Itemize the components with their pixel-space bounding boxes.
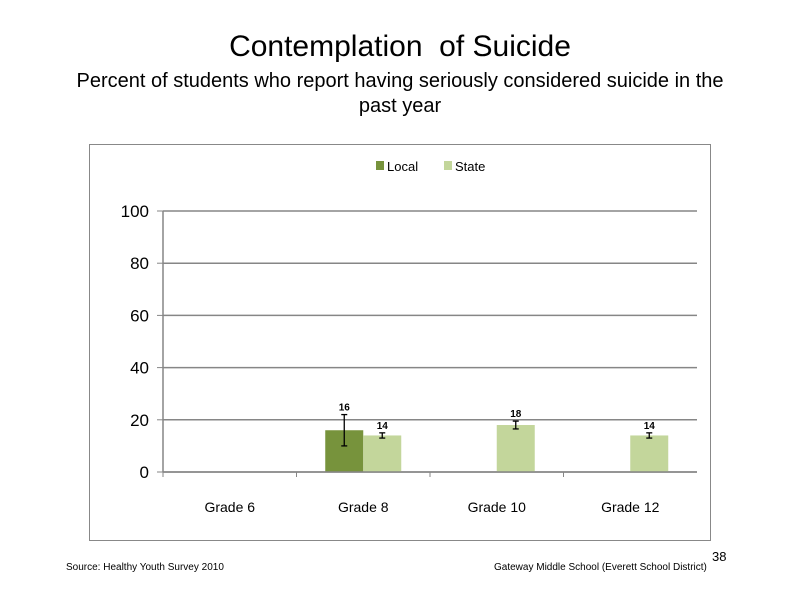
legend-swatch-state — [444, 161, 452, 170]
y-tick-label: 20 — [130, 411, 149, 430]
bar-state — [496, 425, 535, 472]
data-label: 14 — [377, 421, 389, 432]
chart-frame — [89, 144, 711, 541]
bar-state — [630, 435, 669, 472]
bar-state — [363, 435, 402, 472]
slide-subtitle: Percent of students who report having se… — [76, 70, 724, 117]
slide-title: Contemplation of Suicide — [229, 30, 571, 63]
page-number: 38 — [712, 549, 727, 564]
y-tick-label: 100 — [121, 202, 149, 221]
y-tick-label: 0 — [140, 463, 149, 482]
legend-label: State — [455, 159, 485, 174]
y-tick-label: 60 — [130, 306, 149, 325]
x-tick-label: Grade 10 — [468, 499, 527, 515]
x-tick-label: Grade 12 — [601, 499, 660, 515]
y-tick-label: 80 — [130, 254, 149, 273]
y-tick-label: 40 — [130, 359, 149, 378]
source-note: Source: Healthy Youth Survey 2010 — [66, 562, 224, 573]
data-label: 14 — [644, 421, 656, 432]
data-label: 16 — [339, 403, 351, 414]
x-tick-label: Grade 8 — [338, 499, 389, 515]
legend-label: Local — [387, 159, 418, 174]
x-tick-label: Grade 6 — [204, 499, 255, 515]
legend-swatch-local — [376, 161, 384, 170]
school-name: Gateway Middle School (Everett School Di… — [494, 562, 707, 573]
data-label: 18 — [510, 409, 522, 420]
